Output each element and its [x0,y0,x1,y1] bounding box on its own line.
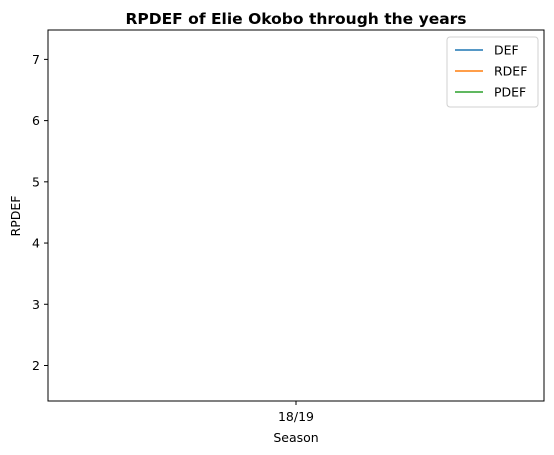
legend-label-pdef: PDEF [494,85,526,100]
x-axis-label: Season [273,430,318,445]
y-axis-ticks: 2 3 4 5 6 7 [32,52,48,373]
y-tick-label: 6 [32,113,40,128]
legend-label-def: DEF [494,43,519,58]
legend-label-rdef: RDEF [494,64,527,79]
legend: DEF RDEF PDEF [446,36,539,108]
y-axis-label: RPDEF [8,196,23,237]
x-axis-ticks: 18/19 [278,401,314,424]
y-tick-label: 2 [32,358,40,373]
y-tick-label: 5 [32,174,40,189]
chart-title: RPDEF of Elie Okobo through the years [125,10,466,28]
y-tick-label: 4 [32,236,40,251]
y-tick-label: 3 [32,297,40,312]
legend-box [446,36,539,108]
x-tick-label: 18/19 [278,409,314,424]
y-tick-label: 7 [32,52,40,67]
